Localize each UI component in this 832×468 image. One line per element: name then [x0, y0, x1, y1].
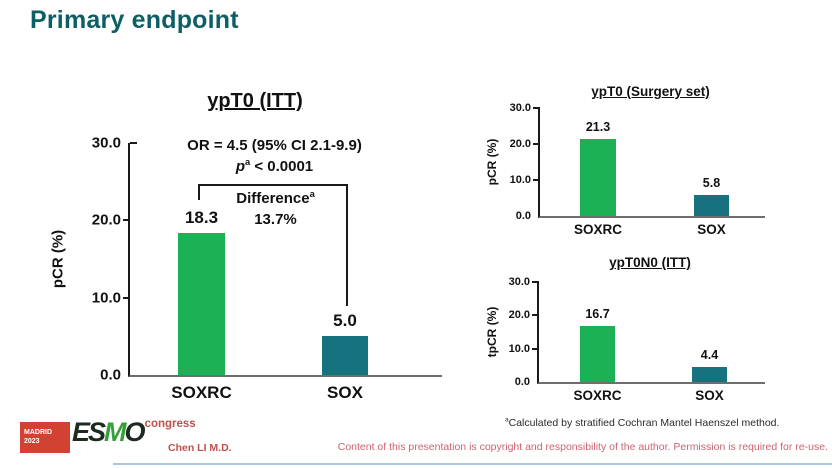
slide-title: Primary endpoint: [30, 6, 239, 34]
y-tick-label: 10.0: [91, 289, 121, 307]
y-tick-label: 10.0: [509, 174, 531, 186]
bar-sox: [692, 367, 727, 382]
comparison-bracket-left: [198, 184, 200, 200]
x-category-soxrc: SOXRC: [573, 222, 622, 237]
chart-title: ypT0 (Surgery set): [591, 84, 710, 99]
axis-tick-mark: [533, 142, 540, 145]
y-tick-label: 0.0: [515, 210, 531, 222]
y-axis-label: pCR (%): [485, 138, 499, 186]
bar-value-soxrc: 21.3: [585, 120, 611, 135]
bar-soxrc: [580, 326, 615, 382]
axis-tick-mark: [123, 296, 130, 299]
axis-tick-mark: [123, 219, 130, 222]
difference-superscript: a: [309, 189, 315, 199]
bar-value-soxrc: 18.3: [184, 208, 219, 228]
p-value-text: < 0.0001: [250, 158, 314, 175]
x-category-soxrc: SOXRC: [171, 383, 232, 402]
x-category-soxrc: SOXRC: [573, 388, 622, 403]
axis-tick-mark: [532, 347, 539, 350]
y-tick-label: 0.0: [100, 366, 121, 384]
y-axis-label: pCR (%): [49, 229, 67, 289]
bar-sox: [322, 336, 368, 375]
y-tick-label: 0.0: [514, 376, 530, 388]
congress-label: congress: [144, 418, 196, 430]
chart-title: ypT0 (ITT): [207, 90, 303, 112]
y-tick-label: 30.0: [508, 276, 530, 288]
difference-label: Differencea: [236, 189, 315, 207]
y-tick-label: 30.0: [91, 134, 121, 152]
axis-tick-mark: [533, 107, 540, 109]
esmo-congress-logo: MADRID 2023 ESMO congress: [20, 417, 196, 453]
madrid-2023-badge: MADRID 2023: [20, 422, 70, 453]
comparison-bracket-right: [346, 184, 348, 306]
x-category-sox: SOX: [327, 383, 363, 402]
y-tick-label: 20.0: [509, 137, 531, 150]
p-symbol: p: [235, 158, 245, 175]
odds-ratio-annotation: OR = 4.5 (95% CI 2.1-9.9): [187, 137, 362, 154]
x-category-sox: SOX: [697, 222, 726, 237]
esmo-wordmark: ESMO: [72, 417, 146, 447]
y-axis-label: tpCR (%): [485, 306, 499, 358]
y-tick-label: 20.0: [508, 309, 530, 322]
y-tick-label: 20.0: [91, 211, 121, 229]
x-category-sox: SOX: [695, 388, 724, 403]
comparison-bracket-line: [198, 184, 348, 186]
plot-area: 30.0 20.0 10.0 0.0 21.3 5.8 SOXRC SOX: [510, 102, 765, 237]
statistical-footnote: aCalculated by stratified Cochran Mantel…: [505, 416, 780, 429]
axis-tick-mark: [533, 179, 540, 181]
bar-value-sox: 4.4: [700, 348, 719, 363]
chart-title: ypT0N0 (ITT): [609, 255, 691, 270]
bar-soxrc: [580, 139, 616, 216]
bar-value-sox: 5.8: [702, 176, 721, 191]
bar-soxrc: [178, 233, 225, 375]
bottom-divider-line: [113, 463, 832, 465]
axis-tick-mark: [532, 281, 539, 283]
bar-value-soxrc: 16.7: [585, 307, 610, 322]
bar-sox: [694, 195, 729, 216]
axis-tick-mark: [130, 142, 137, 144]
plot-area: 30.0 20.0 10.0 0.0 18.3 5.0 SOXRC SOX: [92, 135, 442, 402]
y-tick-label: 10.0: [508, 342, 530, 355]
plot-area: 30.0 20.0 10.0 0.0 16.7 4.4 SOXRC SOX: [509, 276, 765, 403]
axis-tick-mark: [532, 314, 539, 317]
y-tick-label: 30.0: [509, 102, 531, 114]
p-value-annotation: pa < 0.0001: [147, 157, 402, 175]
bar-value-sox: 5.0: [333, 311, 357, 331]
copyright-notice: Content of this presentation is copyrigh…: [337, 441, 828, 453]
p-superscript: a: [245, 157, 251, 167]
presenter-name: Chen LI M.D.: [168, 442, 232, 454]
difference-value: 13.7%: [254, 211, 297, 228]
